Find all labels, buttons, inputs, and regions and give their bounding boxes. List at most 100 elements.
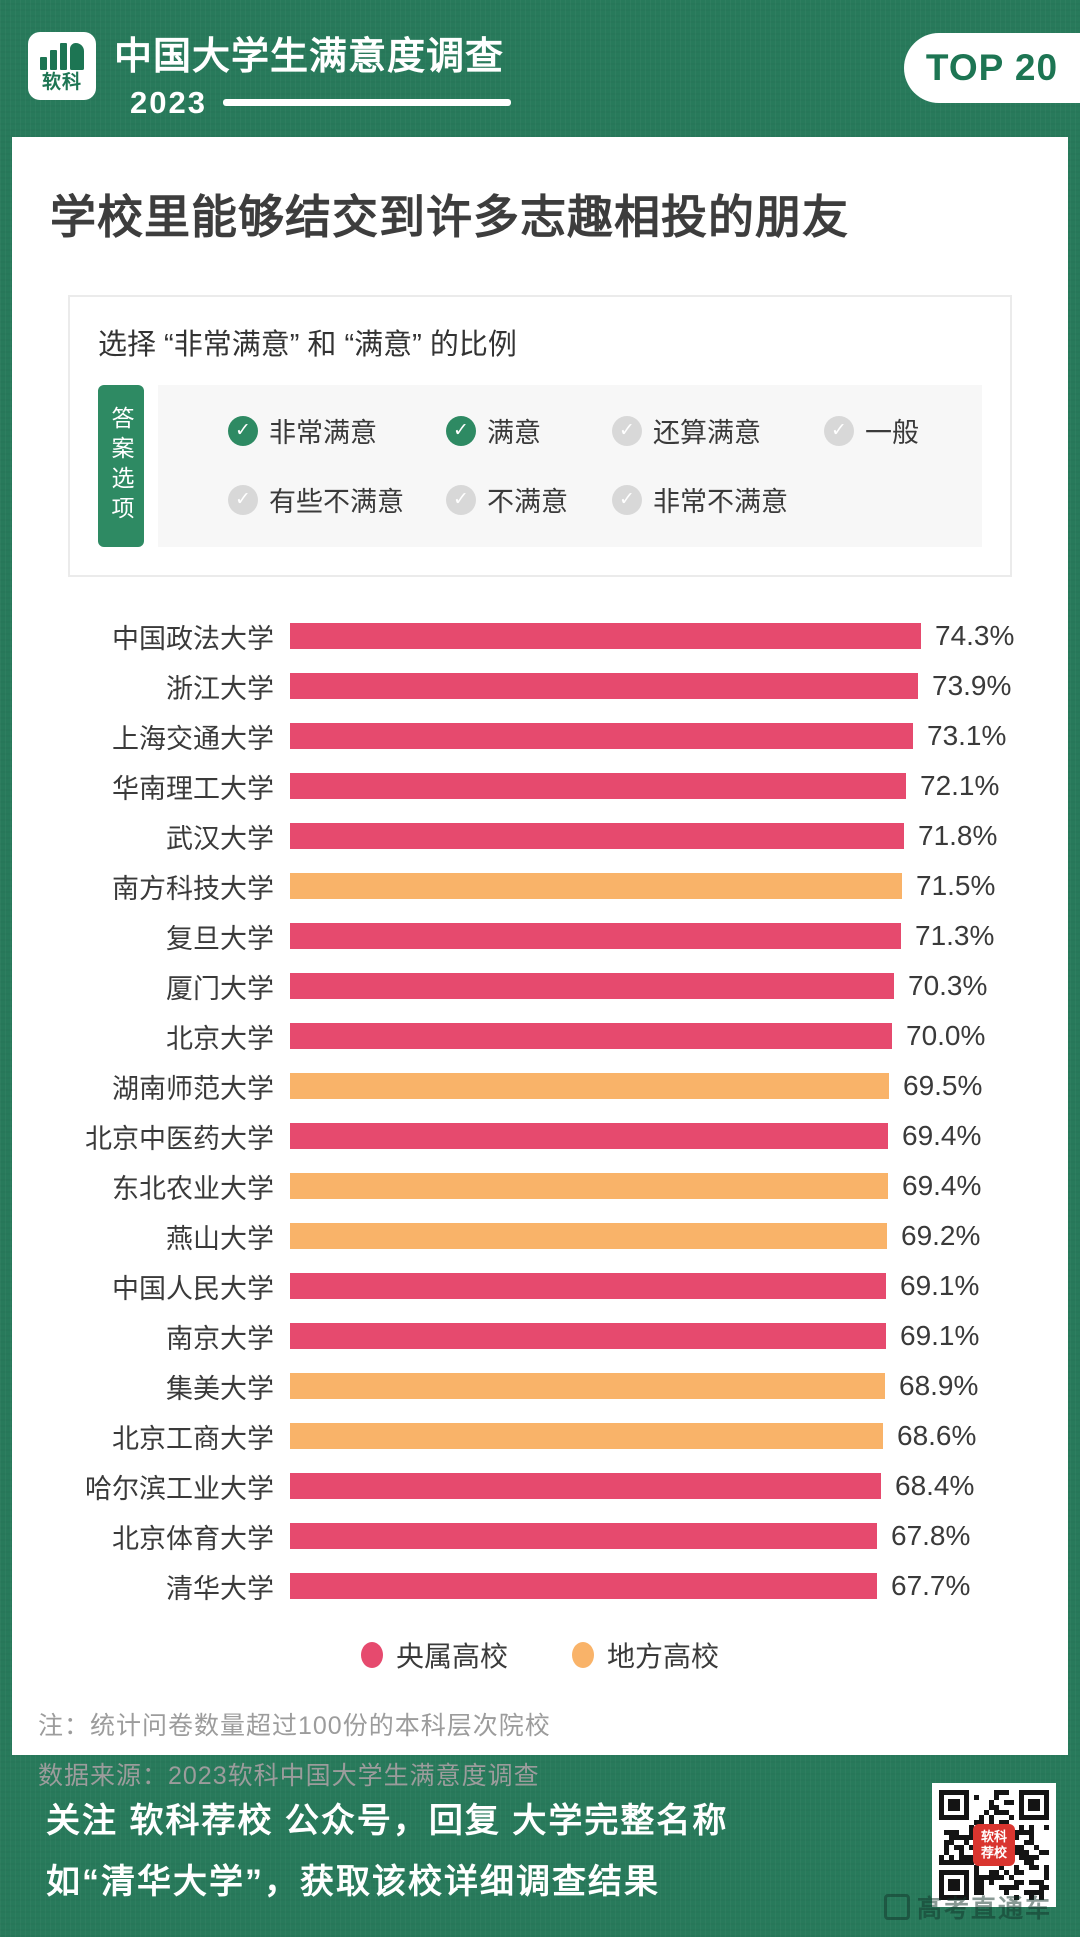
bar-label: 上海交通大学 [112,723,274,754]
bar-chart: 中国政法大学 74.3% 浙江大学 73.9% 上海交通大学 73.1% 华南理工大学 72.… [28,611,1068,1611]
answer-option-label: 一般 [865,418,919,448]
watermark-logo-icon [883,1894,910,1920]
qr-center-logo: 软科荐校 [973,1824,1015,1866]
page-title: 学校里能够结交到许多志趣相投的朋友 [50,191,849,243]
watermark-text: 高考直通车 [916,1895,1052,1923]
bar-value: 69.4% [902,1120,982,1151]
header-text: 中国大学生满意度调查 2023 [114,36,511,121]
bar [290,1173,888,1199]
bar-row: 北京大学 70.0% [28,1011,1068,1061]
bar-row: 浙江大学 73.9% [28,661,1068,711]
brand-logo: 软科 [28,32,96,100]
bar [290,1323,886,1349]
bar [290,623,921,649]
bar [290,1473,881,1499]
bar [290,1223,887,1249]
content-card: 学校里能够结交到许多志趣相投的朋友 选择 “非常满意” 和 “满意” 的比例 答… [12,137,1068,1790]
bar-value: 71.5% [916,870,996,901]
legend-dot-icon [360,1642,383,1668]
bar-row: 上海交通大学 73.1% [28,711,1068,761]
bar [290,1523,877,1549]
answer-option-label: 有些不满意 [269,487,404,517]
legend-item: 地方高校 [572,1635,719,1675]
checkmark-selected-icon: ✓ [228,415,258,446]
bar-value: 67.8% [891,1520,971,1551]
bar-value: 69.1% [900,1270,980,1301]
qr-finder-icon [939,1790,969,1820]
survey-title: 中国大学生满意度调查 [114,36,505,78]
bar-row: 东北农业大学 69.4% [28,1161,1068,1211]
answer-options-tab: 答案选项 [98,385,144,547]
answer-option: ✓ 非常满意 [228,411,446,450]
answer-option: ✓ 还算满意 [612,411,824,450]
footer-line-1: 关注 软科荐校 公众号，回复 大学完整名称 [46,1802,729,1840]
qr-finder-icon [939,1870,969,1900]
bar-label: 南京大学 [166,1323,274,1354]
bar-label: 北京工商大学 [112,1423,274,1454]
bar-value: 72.1% [920,770,1000,801]
bar-value: 70.3% [908,970,988,1001]
footnote-line: 数据来源：2023软科中国大学生满意度调查 [38,1762,540,1790]
survey-year: 2023 [130,84,207,120]
bar-row: 复旦大学 71.3% [28,911,1068,961]
bar-label: 北京中医药大学 [85,1123,274,1154]
bar-chart-logo-icon [40,41,84,70]
legend: 央属高校 地方高校 [12,1635,1068,1675]
answer-options-panel: ✓ 非常满意 ✓ 满意 ✓ 还算满意 ✓ 一般 ✓ 有些不满意 ✓ 不满意 ✓ 非常不满意 [158,385,982,547]
answer-option: ✓ 有些不满意 [228,480,446,519]
watermark: 高考直通车 [883,1889,1052,1925]
header: 软科 中国大学生满意度调查 2023 TOP 20 [0,0,1080,137]
bar [290,1423,883,1449]
legend-label: 央属高校 [395,1641,508,1672]
footer-cta: 关注 软科荐校 公众号，回复 大学完整名称 如“清华大学”，获取该校详细调查结果 [46,1791,728,1913]
bar-row: 哈尔滨工业大学 68.4% [28,1461,1068,1511]
bar-label: 浙江大学 [166,673,274,704]
bar-value: 73.1% [927,720,1007,751]
top20-badge: TOP 20 [904,33,1080,103]
bar-label: 中国人民大学 [112,1273,274,1304]
checkmark-unselected-icon: ✓ [612,415,642,446]
bar [290,723,913,749]
bar [290,1123,888,1149]
footer: 关注 软科荐校 公众号，回复 大学完整名称 如“清华大学”，获取该校详细调查结果… [0,1755,1080,1937]
bar-value: 68.4% [895,1470,975,1501]
bar-row: 湖南师范大学 69.5% [28,1061,1068,1111]
bar-row: 集美大学 68.9% [28,1361,1068,1411]
footnotes: 注：统计问卷数量超过100份的本科层次院校 数据来源：2023软科中国大学生满意度… [38,1701,1068,1801]
bar [290,973,894,999]
bar [290,1573,877,1599]
checkmark-unselected-icon: ✓ [228,484,258,515]
bar [290,1273,886,1299]
footer-line-2: 如“清华大学”，获取该校详细调查结果 [46,1863,660,1901]
answer-option-label: 还算满意 [653,418,761,448]
bar-row: 华南理工大学 72.1% [28,761,1068,811]
footnote-line: 注：统计问卷数量超过100份的本科层次院校 [38,1712,551,1740]
checkmark-unselected-icon: ✓ [824,415,854,446]
legend-item: 央属高校 [360,1635,508,1675]
bar [290,1373,885,1399]
checkmark-unselected-icon: ✓ [446,484,476,515]
bar-value: 74.3% [935,620,1015,651]
bar-row: 北京工商大学 68.6% [28,1411,1068,1461]
bar-label: 集美大学 [166,1373,274,1404]
bar-label: 厦门大学 [166,973,274,1004]
bar-row: 燕山大学 69.2% [28,1211,1068,1261]
bar-label: 中国政法大学 [112,623,274,654]
qr-finder-icon [1019,1790,1049,1820]
bar-label: 武汉大学 [166,823,274,854]
survey-year-row: 2023 [130,85,511,121]
bar-value: 69.4% [902,1170,982,1201]
bar-label: 北京大学 [166,1023,274,1054]
answer-option-label: 非常满意 [269,418,377,448]
bar [290,1073,889,1099]
bar-value: 68.9% [899,1370,979,1401]
bar-row: 中国人民大学 69.1% [28,1261,1068,1311]
bar-row: 中国政法大学 74.3% [28,611,1068,661]
bar-row: 南京大学 69.1% [28,1311,1068,1361]
bar-label: 哈尔滨工业大学 [85,1473,274,1504]
checkmark-selected-icon: ✓ [446,415,476,446]
answer-option: ✓ 满意 [446,411,612,450]
bar-label: 北京体育大学 [112,1523,274,1554]
bar-row: 武汉大学 71.8% [28,811,1068,861]
